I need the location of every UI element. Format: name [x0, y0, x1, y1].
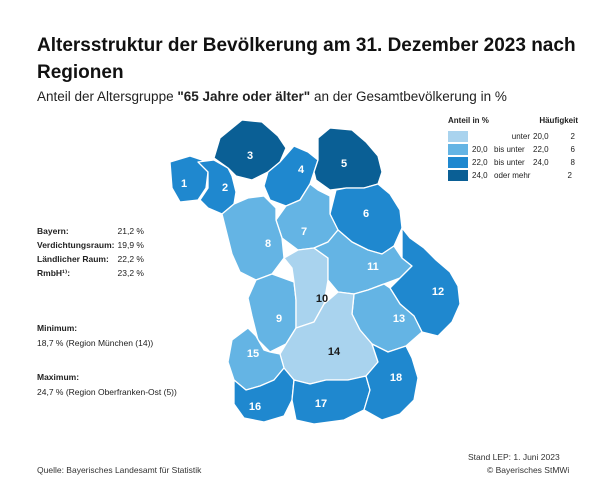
subtitle-after: an der Gesamtbevölkerung in %	[310, 89, 507, 104]
legend-to: 24,0	[533, 157, 549, 167]
region-label-14: 14	[328, 346, 341, 358]
map-legend: Anteil in % Häufigkeit unter 20,0 2 20,0…	[448, 116, 578, 182]
minimum-value: 18,7 % (Region München (14))	[37, 338, 154, 348]
legend-to: 22,0	[533, 144, 549, 154]
region-label-7: 7	[301, 226, 307, 238]
minimum-block: Minimum: 18,7 % (Region München (14))	[37, 322, 153, 351]
region-18	[363, 343, 419, 421]
region-label-1: 1	[181, 178, 187, 190]
stat-row-laendlicher-raum: Ländlicher Raum: 22,2 %	[37, 252, 144, 266]
region-label-11: 11	[367, 261, 379, 273]
region-label-9: 9	[276, 313, 282, 325]
region-12	[389, 227, 461, 337]
legend-swatch	[448, 156, 468, 168]
minimum-label: Minimum:	[37, 323, 78, 333]
stat-label: Bayern:	[37, 226, 69, 236]
legend-count: 8	[570, 157, 575, 167]
legend-count: 2	[567, 170, 572, 180]
legend-connector: oder mehr	[494, 170, 531, 180]
legend-count: 6	[570, 144, 575, 154]
maximum-block: Maximum: 24,7 % (Region Oberfranken-Ost …	[37, 371, 177, 400]
legend-swatch	[448, 130, 468, 142]
legend-frequency-title: Häufigkeit	[539, 116, 578, 125]
legend-row: 22,0 bis unter 24,0 8	[448, 156, 578, 168]
region-3	[213, 119, 287, 181]
region-label-18: 18	[390, 372, 402, 384]
stat-label: Verdichtungsraum:	[37, 240, 115, 250]
region-17	[291, 375, 371, 425]
stat-row-verdichtungsraum: Verdichtungsraum: 19,9 %	[37, 238, 144, 252]
region-label-13: 13	[393, 313, 405, 325]
region-label-2: 2	[222, 182, 228, 194]
region-5	[313, 127, 383, 191]
legend-count: 2	[570, 131, 575, 141]
region-label-10: 10	[316, 293, 328, 305]
region-label-4: 4	[298, 164, 305, 176]
region-label-12: 12	[432, 286, 444, 298]
subtitle-bold: "65 Jahre oder älter"	[177, 89, 311, 104]
legend-connector: unter	[511, 131, 530, 141]
legend-row: 20,0 bis unter 22,0 6	[448, 143, 578, 155]
stat-value: 19,9 %	[117, 240, 144, 250]
maximum-label: Maximum:	[37, 372, 80, 382]
region-label-15: 15	[247, 348, 259, 360]
region-8	[221, 195, 285, 281]
stand-lep: Stand LEP: 1. Juni 2023	[468, 452, 560, 462]
copyright-note: © Bayerisches StMWi	[487, 465, 570, 475]
stat-value: 21,2 %	[117, 226, 144, 236]
region-1	[169, 155, 209, 203]
legend-swatch	[448, 143, 468, 155]
source-note: Quelle: Bayerisches Landesamt für Statis…	[37, 465, 202, 475]
legend-row: 24,0 oder mehr 2	[448, 169, 578, 181]
legend-header: Anteil in % Häufigkeit	[448, 116, 578, 130]
legend-to: 20,0	[533, 131, 549, 141]
page-title: Altersstruktur der Bevölkerung am 31. De…	[37, 35, 576, 83]
region-label-17: 17	[315, 398, 327, 410]
stat-label: Ländlicher Raum:	[37, 254, 109, 264]
stats-list: Bayern: 21,2 % Verdichtungsraum: 19,9 % …	[37, 224, 144, 280]
region-label-16: 16	[249, 401, 261, 413]
legend-swatch	[448, 169, 468, 181]
region-label-5: 5	[341, 158, 347, 170]
legend-from: 24,0	[472, 170, 488, 180]
legend-from: 20,0	[472, 144, 488, 154]
maximum-value: 24,7 % (Region Oberfranken-Ost (5))	[37, 387, 177, 397]
subtitle: Anteil der Altersgruppe "65 Jahre oder ä…	[37, 89, 587, 104]
legend-row: unter 20,0 2	[448, 130, 578, 142]
stat-row-rmbh: RmbH¹⁾: 23,2 %	[37, 266, 144, 280]
legend-from: 22,0	[472, 157, 488, 167]
legend-connector: bis unter	[494, 157, 525, 167]
legend-connector: bis unter	[494, 144, 525, 154]
stat-label: RmbH¹⁾:	[37, 268, 71, 278]
region-label-6: 6	[363, 208, 369, 220]
stat-row-bayern: Bayern: 21,2 %	[37, 224, 144, 238]
subtitle-before: Anteil der Altersgruppe	[37, 89, 178, 104]
region-label-8: 8	[265, 238, 271, 250]
stat-value: 23,2 %	[117, 268, 144, 278]
stat-value: 22,2 %	[117, 254, 144, 264]
legend-title: Anteil in %	[448, 116, 489, 125]
region-label-3: 3	[247, 150, 253, 162]
